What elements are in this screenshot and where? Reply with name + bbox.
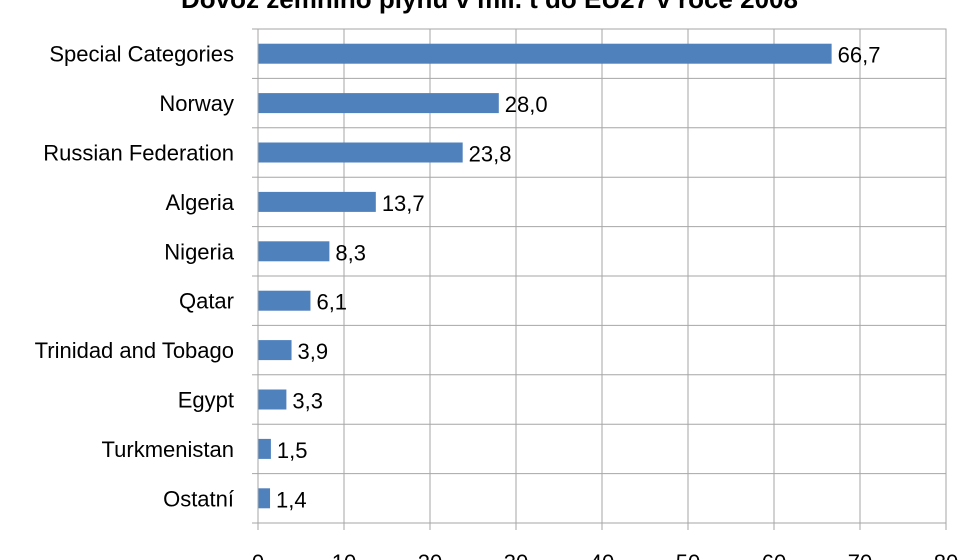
- value-label: 8,3: [335, 240, 366, 265]
- bar: [258, 290, 311, 311]
- value-label: 13,7: [382, 191, 425, 216]
- category-label: Russian Federation: [43, 141, 234, 166]
- x-tick-label: 70: [848, 550, 872, 560]
- x-tick-label: 30: [504, 550, 528, 560]
- category-label: Ostatní: [163, 486, 234, 511]
- bar: [258, 142, 463, 163]
- category-label: Egypt: [178, 388, 234, 413]
- bar: [258, 93, 499, 114]
- bar: [258, 43, 832, 64]
- bar: [258, 191, 376, 212]
- bar: [258, 389, 287, 410]
- category-label: Trinidad and Tobago: [35, 338, 234, 363]
- x-tick-label: 0: [252, 550, 264, 560]
- bar: [258, 488, 271, 509]
- bar: [258, 438, 271, 459]
- value-label: 3,9: [298, 339, 329, 364]
- chart-title: Dovoz zemního plynu v mil. t do EU27 v r…: [0, 0, 979, 15]
- value-label: 23,8: [469, 142, 512, 167]
- category-label: Qatar: [179, 289, 234, 314]
- category-label: Nigeria: [164, 239, 234, 264]
- category-label: Norway: [159, 91, 234, 116]
- value-label: 1,4: [276, 487, 307, 512]
- x-tick-label: 60: [762, 550, 786, 560]
- x-tick-label: 40: [590, 550, 614, 560]
- x-tick-label: 10: [332, 550, 356, 560]
- value-label: 3,3: [292, 389, 323, 414]
- x-tick-label: 80: [934, 550, 958, 560]
- bar: [258, 241, 330, 262]
- value-label: 6,1: [316, 290, 347, 315]
- category-label: Special Categories: [49, 42, 234, 67]
- value-label: 66,7: [838, 43, 881, 68]
- category-label: Algeria: [166, 190, 235, 215]
- value-label: 1,5: [277, 438, 308, 463]
- category-label: Turkmenistan: [102, 437, 234, 462]
- x-tick-label: 50: [676, 550, 700, 560]
- bar: [258, 340, 292, 361]
- value-label: 28,0: [505, 92, 548, 117]
- x-tick-label: 20: [418, 550, 442, 560]
